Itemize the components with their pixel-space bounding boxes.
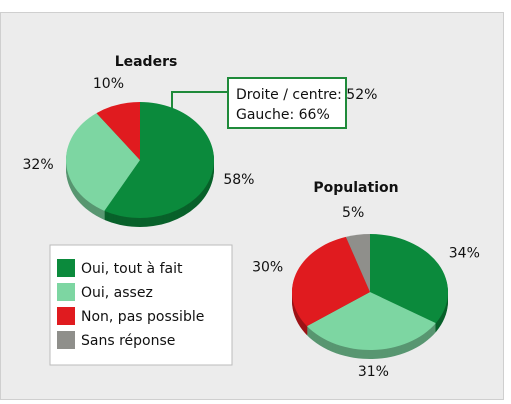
legend-label: Oui, assez (81, 285, 153, 301)
pie-title: Population (313, 180, 398, 196)
legend (49, 244, 233, 366)
data-label: 32% (23, 157, 54, 173)
data-label: 58% (223, 172, 254, 188)
legend-swatch (57, 259, 75, 277)
annotation-box (227, 77, 347, 129)
annotation: Gauche: 66% (236, 107, 330, 123)
pie-slice (104, 102, 214, 218)
data-label: 34% (449, 245, 480, 261)
legend-swatch (57, 331, 75, 349)
data-label: 5% (342, 205, 364, 221)
data-label: 10% (93, 76, 124, 92)
annotation: Droite / centre: 52% (236, 87, 377, 103)
pie-title: Leaders (115, 54, 178, 70)
legend-swatch (57, 307, 75, 325)
pie-slice (291, 236, 370, 327)
pie-slice (306, 292, 436, 350)
pie-slice (65, 113, 140, 211)
data-label: 31% (358, 364, 389, 380)
legend-label: Sans réponse (81, 333, 175, 349)
pie-slice (370, 234, 448, 324)
legend-swatch (57, 283, 75, 301)
data-label: 30% (252, 259, 283, 275)
legend-label: Oui, tout à fait (81, 261, 183, 277)
legend-label: Non, pas possible (81, 309, 204, 325)
pie-slice (96, 102, 140, 160)
pie-slice (345, 234, 370, 292)
